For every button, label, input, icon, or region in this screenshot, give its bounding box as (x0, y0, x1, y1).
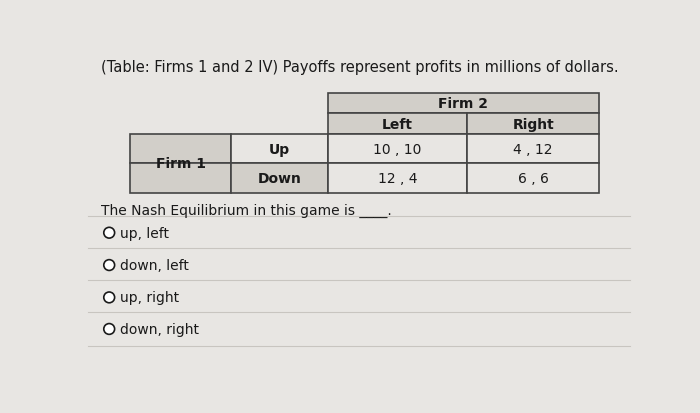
Text: The Nash Equilibrium in this game is ____.: The Nash Equilibrium in this game is ___… (102, 203, 392, 217)
Text: up, left: up, left (120, 226, 169, 240)
Circle shape (104, 292, 115, 303)
Text: up, right: up, right (120, 291, 179, 305)
Bar (328, 93, 599, 114)
Text: (Table: Firms 1 and 2 IV) Payoffs represent profits in millions of dollars.: (Table: Firms 1 and 2 IV) Payoffs repres… (102, 60, 619, 75)
Text: Firm 1: Firm 1 (155, 157, 206, 171)
Text: 12 , 4: 12 , 4 (378, 172, 417, 185)
Circle shape (104, 260, 115, 271)
Text: 4 , 12: 4 , 12 (513, 142, 553, 157)
Circle shape (104, 228, 115, 239)
Circle shape (104, 324, 115, 335)
Bar (231, 164, 328, 193)
Bar (231, 135, 328, 164)
Text: Right: Right (512, 117, 554, 131)
Bar (468, 164, 599, 193)
Bar (468, 135, 599, 164)
Bar (328, 164, 468, 193)
Bar (130, 164, 231, 193)
Text: down, right: down, right (120, 322, 199, 336)
Text: 6 , 6: 6 , 6 (518, 172, 549, 185)
Text: Up: Up (269, 142, 290, 157)
Bar (130, 135, 231, 164)
Bar (328, 114, 468, 135)
Text: 10 , 10: 10 , 10 (373, 142, 421, 157)
Text: Left: Left (382, 117, 413, 131)
Bar (468, 114, 599, 135)
Bar (328, 135, 468, 164)
Text: down, left: down, left (120, 259, 189, 273)
Text: Down: Down (258, 172, 301, 185)
Text: Firm 2: Firm 2 (438, 97, 489, 111)
